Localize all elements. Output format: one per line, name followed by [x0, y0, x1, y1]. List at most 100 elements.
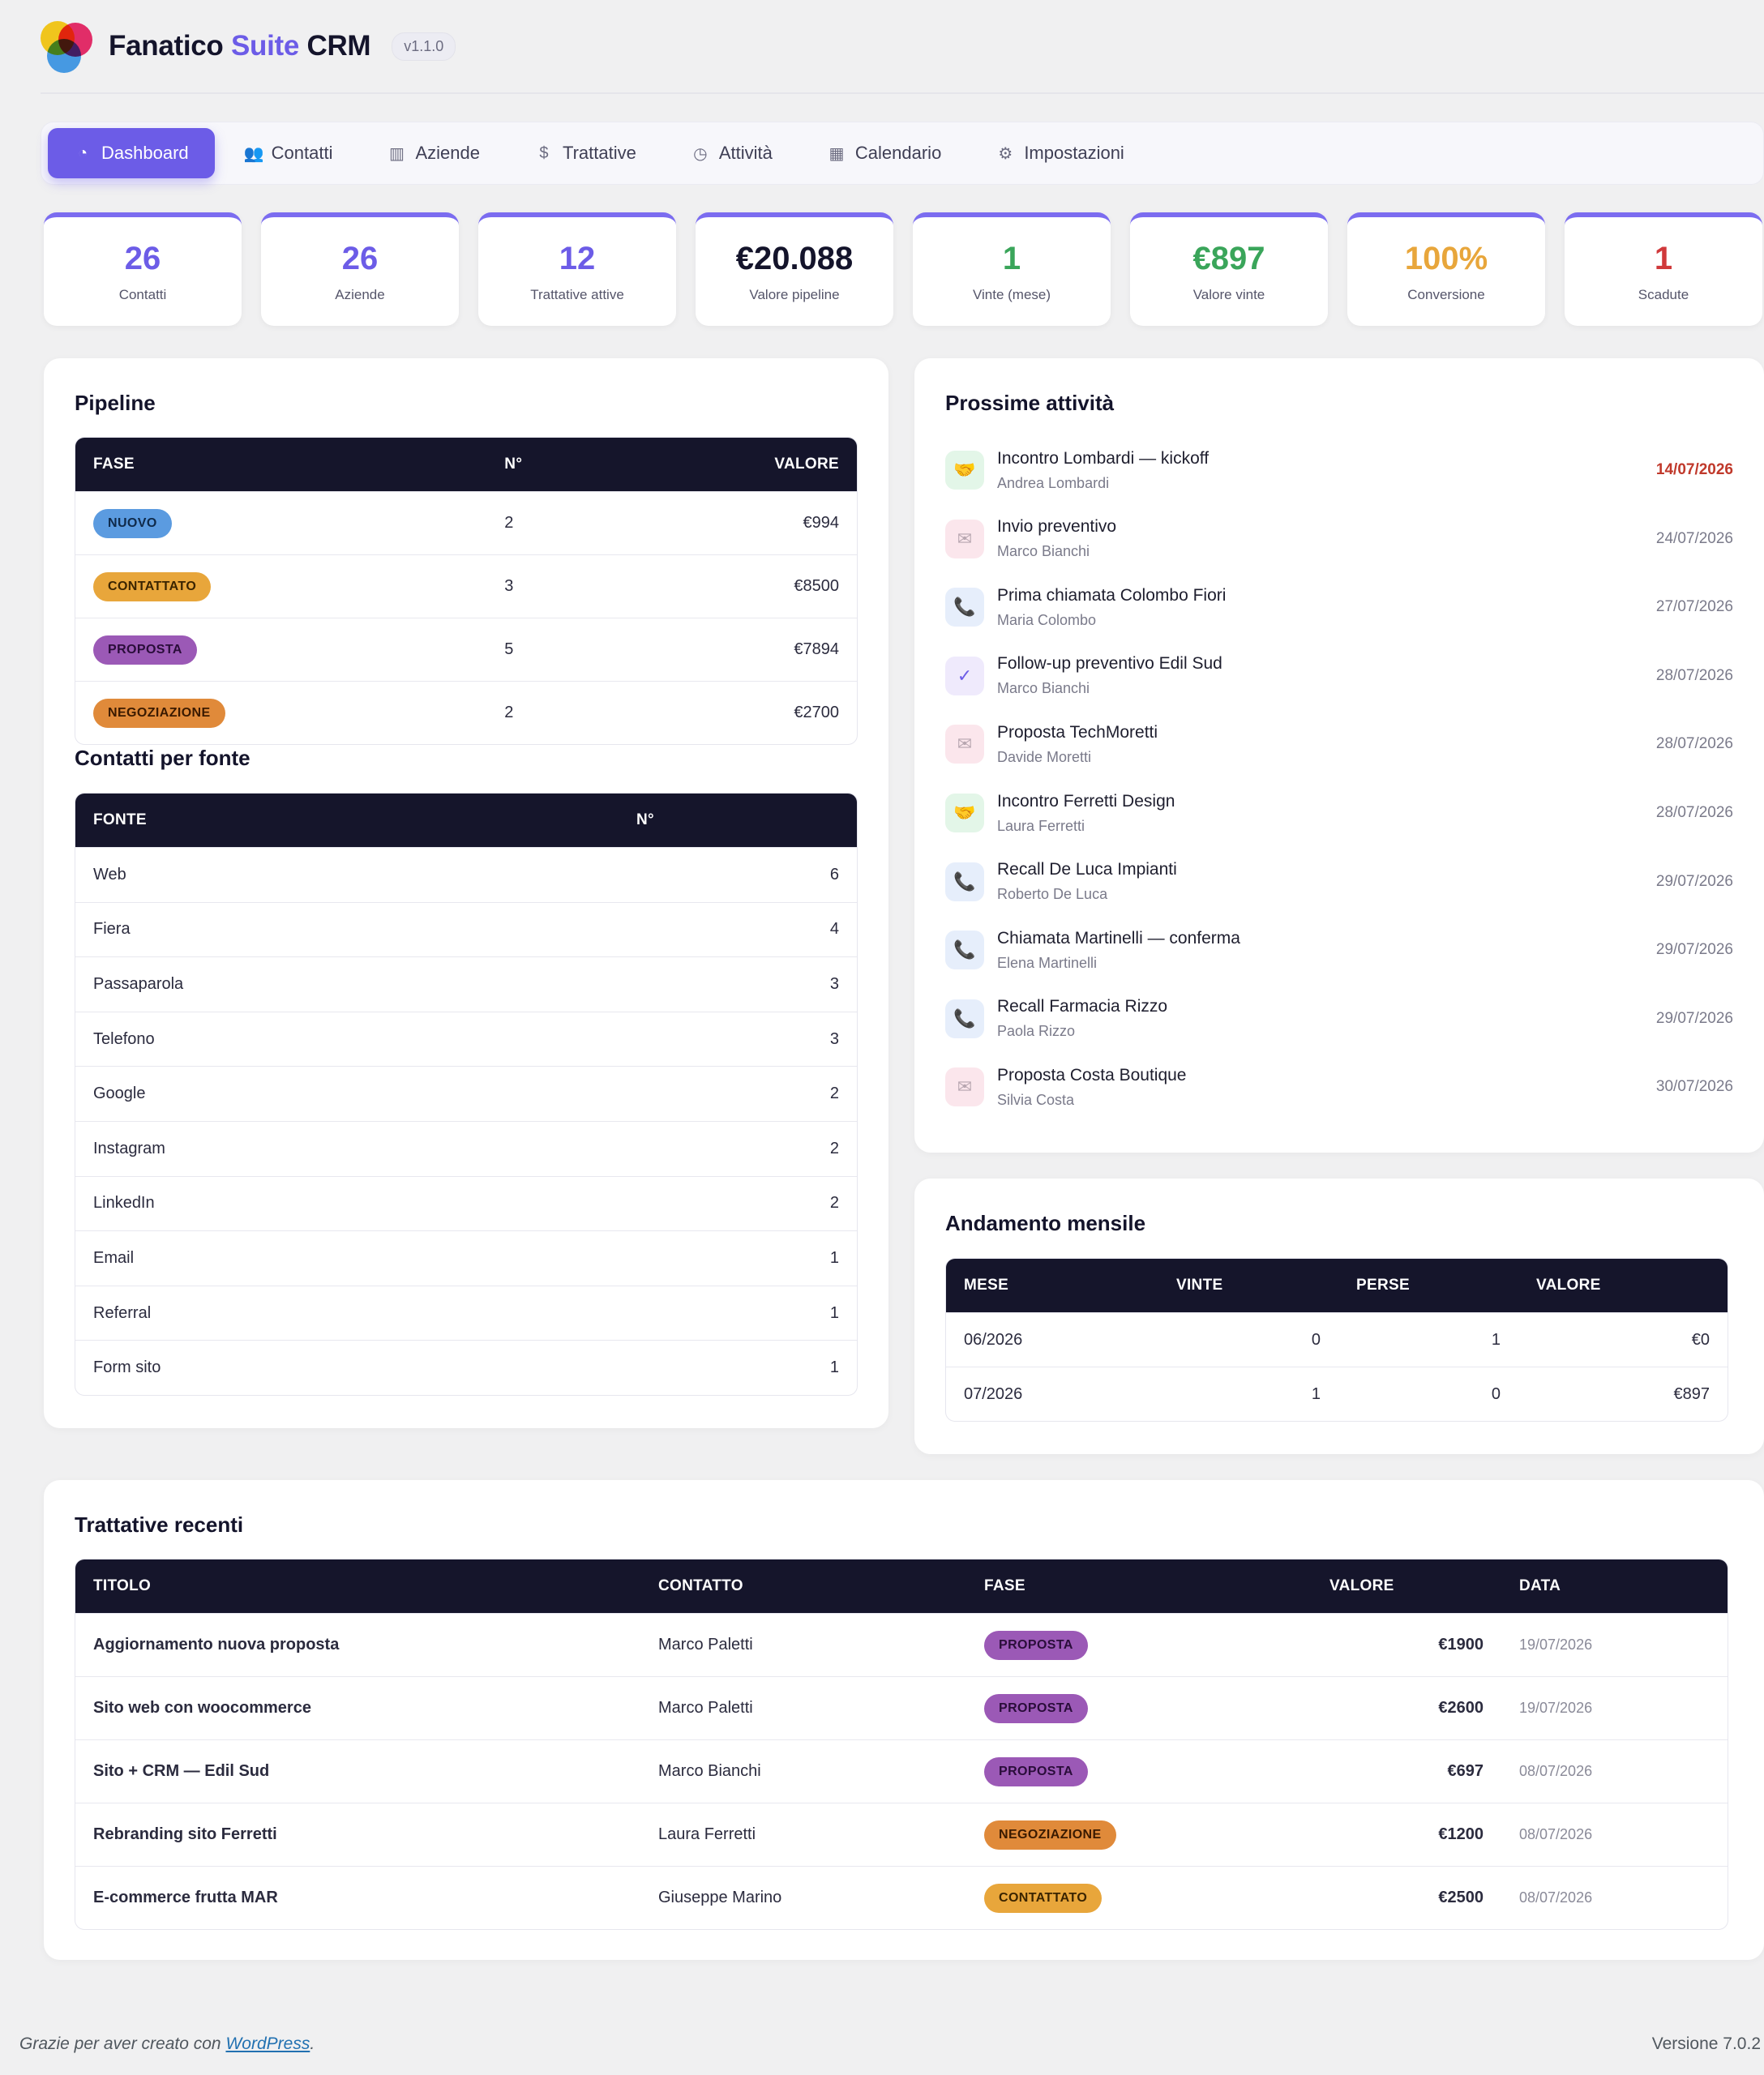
activity-item[interactable]: 📞 Prima chiamata Colombo Fiori Maria Colom… [945, 573, 1733, 641]
activity-item[interactable]: 📞 Chiamata Martinelli — conferma Elena Mar… [945, 916, 1733, 984]
cell-perse: 1 [1338, 1312, 1518, 1367]
phone-icon: 📞 [945, 999, 984, 1038]
cell-n: 3 [486, 554, 757, 618]
cell-perse: 0 [1338, 1367, 1518, 1421]
cell-n: 2 [619, 1120, 857, 1176]
col-perse: PERSE [1338, 1259, 1518, 1312]
table-row: PROPOSTA 5 €7894 [75, 618, 857, 681]
tab-contatti[interactable]: 👥 Contatti [243, 143, 333, 163]
activity-item[interactable]: 🤝 Incontro Lombardi — kickoff Andrea Lomba… [945, 436, 1733, 504]
status-badge: PROPOSTA [93, 635, 197, 665]
pipeline-title: Pipeline [75, 391, 156, 415]
tab-dashboard[interactable]: ◔ Dashboard [48, 128, 215, 178]
cell-valore: €7894 [756, 618, 857, 681]
cell-contatto: Marco Bianchi [640, 1739, 966, 1803]
gear-icon: ⚙ [998, 144, 1013, 163]
cell-n: 4 [619, 901, 857, 957]
activity-title: Invio preventivo [997, 517, 1117, 537]
tab-calendario[interactable]: ▦ Calendario [828, 143, 942, 163]
activity-date: 29/07/2026 [1655, 941, 1733, 959]
table-row: Email 1 [75, 1230, 857, 1286]
stat-label: Scadute [1638, 286, 1689, 302]
phone-icon: 📞 [945, 588, 984, 627]
phone-icon: 📞 [945, 862, 984, 901]
activity-item[interactable]: ✓ Follow-up preventivo Edil Sud Marco Bian… [945, 642, 1733, 710]
brand-title: Fanatico Suite CRM [109, 30, 371, 62]
mail-icon: ✉ [945, 1067, 984, 1107]
fonti-title: Contatti per fonte [75, 746, 250, 770]
header-divider [41, 92, 1764, 94]
tab-aziende[interactable]: ▥ Aziende [389, 143, 480, 163]
activity-item[interactable]: 📞 Recall Farmacia Rizzo Paola Rizzo 29/07/2… [945, 985, 1733, 1053]
main-nav: ◔ Dashboard 👥 Contatti ▥ Aziende $ Tratt… [41, 122, 1764, 185]
tab-impostazioni[interactable]: ⚙ Impostazioni [970, 128, 1150, 178]
cell-contatto: Giuseppe Marino [640, 1866, 966, 1929]
activity-item[interactable]: 🤝 Incontro Ferretti Design Laura Ferretti 2… [945, 779, 1733, 847]
table-row[interactable]: Sito web con woocommerce Marco Paletti PRO… [75, 1676, 1728, 1739]
table-row: LinkedIn 2 [75, 1175, 857, 1231]
cell-vinte: 1 [1158, 1367, 1338, 1421]
col-fonte: FONTE [75, 794, 619, 847]
activity-contact: Elena Martinelli [997, 954, 1098, 971]
table-row: 07/2026 1 0 €897 [946, 1367, 1728, 1421]
cell-n: 2 [619, 1066, 857, 1121]
stat-value: 12 [559, 240, 596, 276]
stat-value: 1 [1654, 240, 1673, 276]
stat-label: Vinte (mese) [972, 286, 1051, 302]
cell-n: 3 [619, 956, 857, 1012]
table-row: Form sito 1 [75, 1340, 857, 1395]
cell-titolo: E-commerce frutta MAR [75, 1866, 640, 1929]
version-badge: v1.1.0 [392, 32, 456, 61]
fonti-table: FONTE N° Web 6 Fiera 4 Passaparola 3 Telefono 3… [75, 793, 858, 1396]
activity-date: 27/07/2026 [1655, 598, 1733, 616]
activity-item[interactable]: ✉ Invio preventivo Marco Bianchi 24/07/2026 [945, 505, 1733, 573]
handshake-icon: 🤝 [945, 451, 984, 490]
activity-item[interactable]: ✉ Proposta Costa Boutique Silvia Costa 30/0… [945, 1053, 1733, 1121]
activity-item[interactable]: 📞 Recall De Luca Impianti Roberto De Luca 2… [945, 848, 1733, 916]
cell-mese: 06/2026 [946, 1312, 1158, 1367]
activity-date: 28/07/2026 [1655, 666, 1733, 684]
cell-data: 19/07/2026 [1501, 1613, 1728, 1676]
table-row[interactable]: Rebranding sito Ferretti Laura Ferretti NE… [75, 1803, 1728, 1866]
cell-fonte: Instagram [75, 1120, 619, 1176]
phone-icon: 📞 [945, 931, 984, 970]
table-row: Telefono 3 [75, 1011, 857, 1067]
cell-fonte: Referral [75, 1285, 619, 1341]
activity-list: 🤝 Incontro Lombardi — kickoff Andrea Lomba… [945, 436, 1733, 1133]
stats-row: 26 Contatti 26 Aziende 12 Trattative attive… [44, 212, 1762, 326]
dollar-icon: $ [539, 143, 549, 162]
attivita-card: Prossime attività 🤝 Incontro Lombardi — k… [914, 358, 1764, 1153]
cell-titolo: Sito + CRM — Edil Sud [75, 1739, 640, 1803]
andamento-card: Andamento mensile MESE VINTE PERSE VALOR… [914, 1179, 1764, 1454]
activity-title: Incontro Lombardi — kickoff [997, 448, 1210, 468]
activity-contact: Marco Bianchi [997, 680, 1090, 697]
cell-n: 1 [619, 1285, 857, 1341]
table-row[interactable]: Sito + CRM — Edil Sud Marco Bianchi PROPOS… [75, 1739, 1728, 1803]
activity-date: 29/07/2026 [1655, 872, 1733, 890]
pipeline-table: FASE N° VALORE NUOVO 2 €994 CONTATTATO 3 €850… [75, 437, 858, 745]
clock-icon: ◷ [693, 144, 708, 163]
stat-card: €20.088 Valore pipeline [696, 212, 893, 326]
table-row: NUOVO 2 €994 [75, 491, 857, 554]
cell-vinte: 0 [1158, 1312, 1338, 1367]
tab-trattative[interactable]: $ Trattative [509, 128, 662, 178]
cell-data: 08/07/2026 [1501, 1866, 1728, 1929]
andamento-title: Andamento mensile [945, 1211, 1146, 1235]
activity-item[interactable]: ✉ Proposta TechMoretti Davide Moretti 28/07… [945, 710, 1733, 778]
col-fase: FASE [966, 1559, 1312, 1613]
dashboard-icon: ◔ [77, 143, 88, 162]
cell-fonte: Fiera [75, 901, 619, 957]
attivita-title: Prossime attività [945, 391, 1115, 415]
stat-card: 26 Contatti [44, 212, 242, 326]
mail-icon: ✉ [945, 725, 984, 764]
stat-card: 1 Scadute [1565, 212, 1762, 326]
cell-data: 19/07/2026 [1501, 1676, 1728, 1739]
cell-contatto: Laura Ferretti [640, 1803, 966, 1866]
cell-fonte: Web [75, 847, 619, 902]
tab-attivita[interactable]: ◷ Attività [666, 128, 799, 178]
table-row[interactable]: E-commerce frutta MAR Giuseppe Marino CONT… [75, 1866, 1728, 1929]
wordpress-link[interactable]: WordPress [225, 2034, 310, 2053]
table-row[interactable]: Aggiornamento nuova proposta Marco Palett… [75, 1613, 1728, 1676]
stat-value: €20.088 [735, 240, 854, 276]
cell-fonte: Google [75, 1066, 619, 1121]
